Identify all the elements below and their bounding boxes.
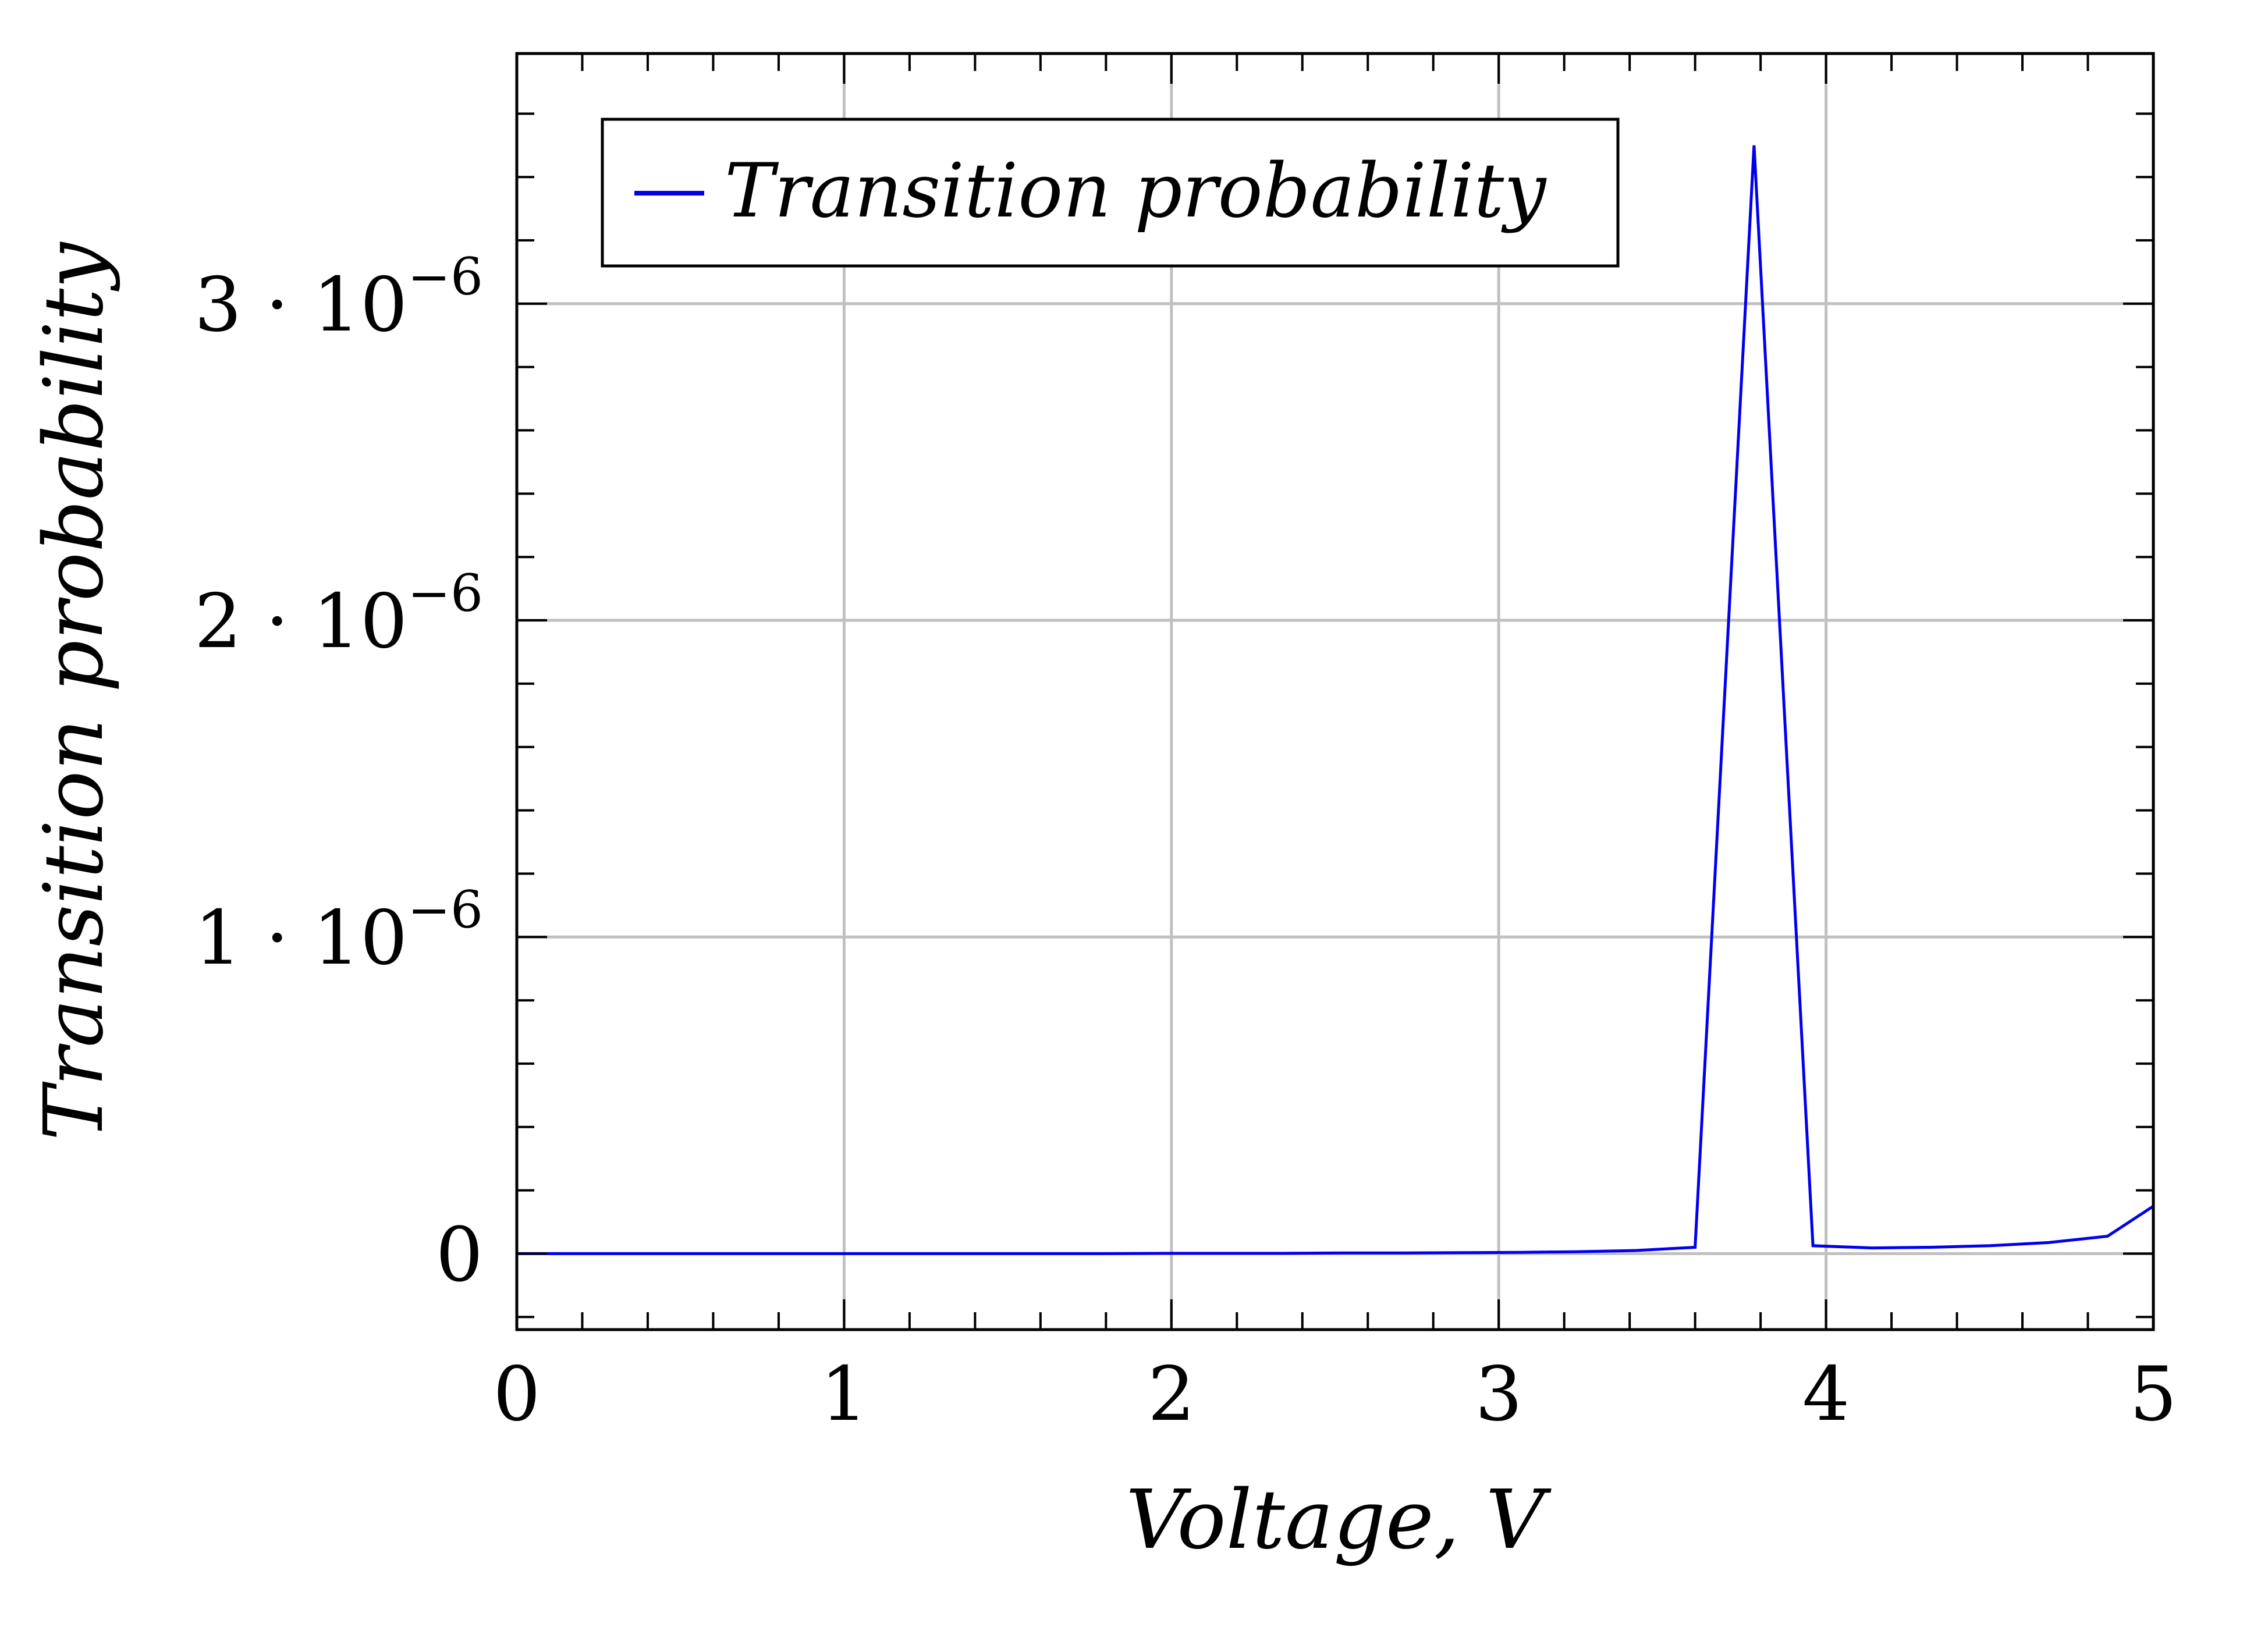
x-tick-label: 5 (2129, 1351, 2177, 1438)
series-layer (517, 145, 2155, 1255)
x-tick-label: 1 (821, 1351, 868, 1438)
legend-box (601, 118, 1620, 268)
x-tick-label: 0 (493, 1351, 540, 1438)
plot-frame (515, 52, 2155, 1331)
y-tick-exponent: −6 (407, 563, 483, 623)
x-tick-labels: 0 1 2 3 4 5 (493, 1351, 2177, 1438)
y-tick-labels: 0 1 · 10−6 2 · 10−6 3 · 10−6 (194, 247, 483, 1299)
series-line (517, 145, 2155, 1255)
legend: Transition probability (601, 118, 1620, 268)
y-tick-label: 1 · 10−6 (194, 880, 483, 982)
x-tick-label: 2 (1148, 1351, 1195, 1438)
y-tick-exponent: −6 (407, 880, 483, 940)
y-axis-title: Transition probability (27, 241, 122, 1141)
tick-marks (516, 54, 2155, 1330)
x-axis-title: Voltage, V (1126, 1473, 1552, 1568)
y-tick-label: 3 · 10−6 (194, 247, 483, 349)
y-tick-label: 0 (436, 1212, 483, 1298)
x-tick-label: 3 (1475, 1351, 1522, 1438)
x-tick-label: 4 (1802, 1351, 1850, 1438)
y-tick-label: 2 · 10−6 (194, 563, 483, 665)
legend-label: Transition probability (725, 148, 1547, 235)
y-tick-exponent: −6 (407, 247, 483, 307)
